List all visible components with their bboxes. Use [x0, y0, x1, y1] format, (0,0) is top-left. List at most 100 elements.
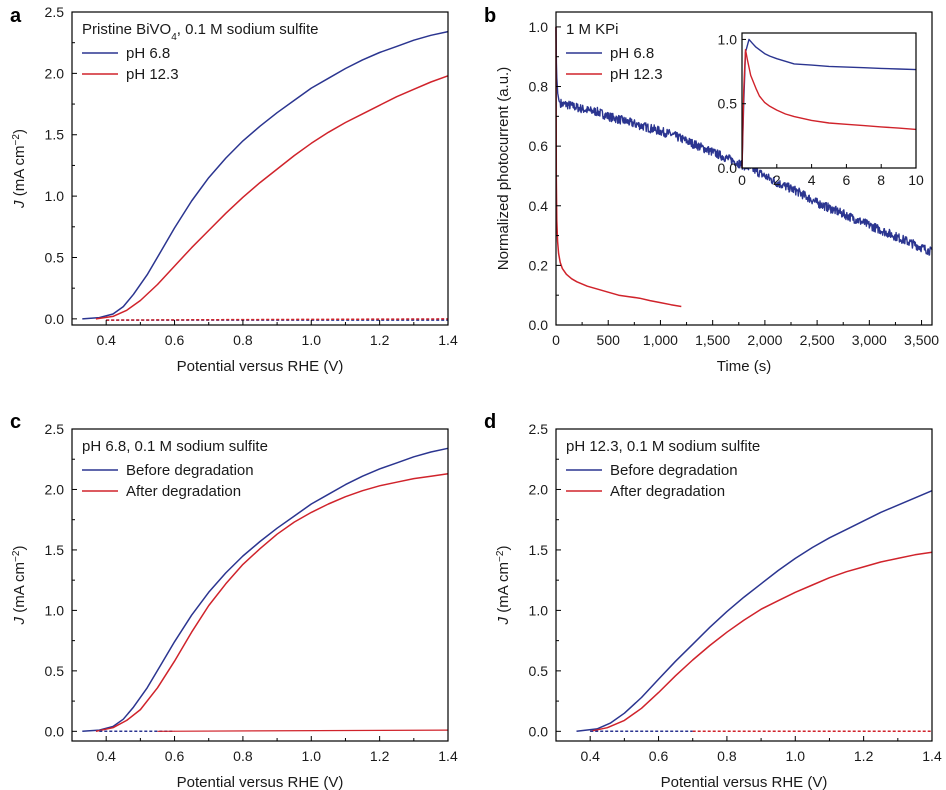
y-axis-label: J (mA cm−2) — [11, 546, 29, 626]
series-line-0 — [576, 490, 933, 733]
series-line-3 — [106, 318, 449, 321]
panel-label: b — [484, 5, 496, 27]
inset-y-tick-label: 0.5 — [718, 96, 738, 112]
x-tick-label: 1.4 — [438, 748, 458, 764]
legend-title: Pristine BiVO4, 0.1 M sodium sulfite — [82, 21, 319, 43]
panel-c: c 0.4 0.6 0.8 1.0 1.2 1.4 0.0 0.5 1.0 1.5 2.0 2.5 Pot… — [10, 411, 458, 790]
legend-label: pH 6.8 — [610, 45, 654, 62]
series-line-1 — [590, 551, 933, 733]
x-tick-label: 3,000 — [852, 332, 887, 348]
y-axis-label-unit: (mA cm — [495, 562, 512, 617]
y-tick-label: 2.0 — [45, 481, 65, 497]
y-axis-label-exponent: −2 — [495, 550, 506, 562]
inset-y-tick-label: 1.0 — [718, 31, 738, 47]
series-line-3 — [157, 729, 449, 732]
inset-x-tick-label: 6 — [843, 172, 851, 188]
y-tick-label: 0.0 — [529, 317, 549, 333]
y-axis-label-close: ) — [11, 546, 28, 551]
x-axis-label: Potential versus RHE (V) — [661, 774, 828, 790]
x-tick-label: 0.8 — [717, 748, 737, 764]
y-tick-label: 0.0 — [529, 723, 549, 739]
legend-title: pH 12.3, 0.1 M sodium sulfite — [566, 438, 760, 455]
x-tick-label: 0 — [552, 332, 560, 348]
y-tick-label: 0.5 — [529, 663, 549, 679]
inset-series-line-0 — [741, 38, 917, 169]
y-axis-label-close: ) — [495, 546, 512, 551]
y-tick-label: 0.2 — [529, 257, 549, 273]
plot-frame — [555, 11, 933, 326]
panel-a: a 0.4 0.6 0.8 1.0 1.2 1.4 0.0 0.5 1.0 1.5 2.0 2.5 Pot… — [10, 4, 458, 375]
panel-label: c — [10, 411, 21, 433]
y-axis-label: J (mA cm−2) — [495, 546, 513, 626]
x-tick-label: 1.4 — [438, 332, 458, 348]
y-tick-label: 0.4 — [529, 198, 549, 214]
y-axis-label-symbol: J — [11, 200, 28, 209]
y-tick-label: 0.0 — [45, 723, 65, 739]
legend-title: 1 M KPi — [566, 21, 619, 38]
series-line-0 — [82, 447, 449, 733]
y-axis-label-exponent: −2 — [11, 134, 22, 146]
inset: 0 2 4 6 8 10 0.0 0.5 1.0 — [718, 31, 924, 188]
legend-label: pH 6.8 — [126, 45, 170, 62]
y-tick-label: 2.0 — [529, 481, 549, 497]
y-tick-label: 2.0 — [45, 65, 65, 81]
y-axis-label-symbol: J — [11, 616, 28, 625]
legend-label: Before degradation — [126, 462, 254, 479]
y-tick-label: 1.5 — [529, 542, 549, 558]
legend-title-sub: 4 — [171, 32, 177, 43]
x-tick-label: 0.4 — [96, 748, 116, 764]
y-tick-label: 1.0 — [529, 602, 549, 618]
x-axis-label: Potential versus RHE (V) — [177, 358, 344, 375]
x-tick-label: 2,500 — [800, 332, 835, 348]
panel-d: d 0.4 0.6 0.8 1.0 1.2 1.4 0.0 0.5 1.0 1.5 2.0 2.5 Pot… — [484, 411, 942, 790]
plot-frame — [71, 428, 449, 742]
y-tick-label: 0.6 — [529, 138, 549, 154]
x-tick-label: 0.6 — [165, 332, 185, 348]
y-axis-label-symbol: J — [495, 616, 512, 625]
inset-x-tick-label: 8 — [877, 172, 885, 188]
series-line-1 — [95, 472, 449, 733]
y-tick-label: 0.0 — [45, 311, 65, 327]
inset-frame — [741, 32, 917, 169]
x-tick-label: 0.8 — [233, 748, 253, 764]
x-tick-label: 2,000 — [747, 332, 782, 348]
y-tick-label: 0.5 — [45, 249, 65, 265]
inset-x-tick-label: 4 — [808, 172, 816, 188]
legend-label: Before degradation — [610, 462, 738, 479]
x-tick-label: 0.6 — [649, 748, 669, 764]
y-axis-label-unit: (mA cm — [11, 145, 28, 200]
x-tick-label: 1.0 — [786, 748, 806, 764]
y-axis-label-close: ) — [11, 129, 28, 134]
series-line-1 — [555, 26, 682, 308]
x-tick-label: 3,500 — [904, 332, 939, 348]
legend-label: After degradation — [126, 483, 241, 500]
x-tick-label: 500 — [597, 332, 621, 348]
x-axis-label: Potential versus RHE (V) — [177, 774, 344, 790]
y-axis-label-exponent: −2 — [11, 550, 22, 562]
inset-x-tick-label: 2 — [773, 172, 781, 188]
y-axis-label: J (mA cm−2) — [11, 129, 29, 209]
y-tick-label: 1.5 — [45, 127, 65, 143]
x-tick-label: 0.4 — [580, 748, 600, 764]
inset-series-line-1 — [741, 49, 917, 169]
x-axis-label: Time (s) — [717, 358, 771, 375]
y-tick-label: 1.0 — [529, 19, 549, 35]
plot-frame — [555, 428, 933, 742]
panel-label: a — [10, 5, 22, 27]
x-tick-label: 1.0 — [302, 748, 322, 764]
y-axis-label: Normalized photocurrent (a.u.) — [495, 67, 512, 270]
y-tick-label: 2.5 — [45, 4, 65, 20]
y-tick-label: 1.0 — [45, 602, 65, 618]
y-axis-label-unit: (mA cm — [11, 562, 28, 617]
x-tick-label: 0.6 — [165, 748, 185, 764]
legend-label: pH 12.3 — [610, 66, 663, 83]
series-line-0 — [82, 30, 449, 320]
x-tick-label: 1.4 — [922, 748, 942, 764]
x-tick-label: 1,500 — [695, 332, 730, 348]
x-tick-label: 1.2 — [370, 748, 390, 764]
legend-title-rest: , 0.1 M sodium sulfite — [177, 21, 319, 38]
x-tick-label: 1.0 — [302, 332, 322, 348]
x-tick-label: 1.2 — [854, 748, 874, 764]
inset-y-tick-label: 0.0 — [718, 160, 738, 176]
